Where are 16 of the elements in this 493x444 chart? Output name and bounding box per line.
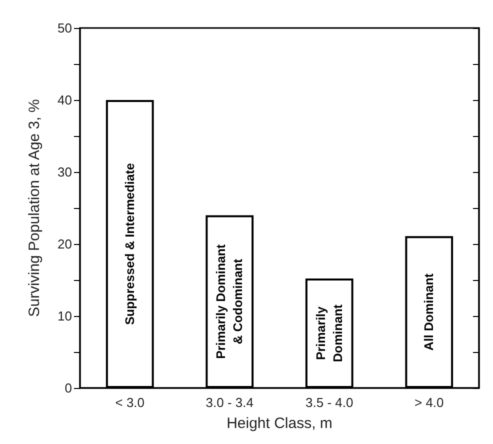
- annotation: All Dominant: [422, 272, 436, 351]
- y-tick-label: 10: [58, 308, 72, 324]
- x-tick-label: 3.0 - 3.4: [206, 395, 254, 410]
- x-tick-label: > 4.0: [414, 395, 444, 410]
- annotation: Suppressed & Intermediate: [122, 163, 137, 325]
- x-tick-label: 3.5 - 4.0: [306, 395, 354, 410]
- annotation: Primarily Dominant: [314, 304, 345, 362]
- y-tick-label: 40: [58, 92, 72, 108]
- y-tick-label: 50: [58, 20, 72, 36]
- y-axis-title: Surviving Population at Age 3, %: [26, 99, 43, 317]
- y-tick-label: 30: [58, 164, 72, 180]
- annotation: Primarily Dominant & Codominant: [214, 243, 246, 359]
- x-tick-label: < 3.0: [115, 395, 145, 410]
- y-tick-label: 0: [64, 380, 72, 396]
- x-axis-title: Height Class, m: [226, 415, 332, 432]
- y-tick-label: 20: [58, 236, 72, 252]
